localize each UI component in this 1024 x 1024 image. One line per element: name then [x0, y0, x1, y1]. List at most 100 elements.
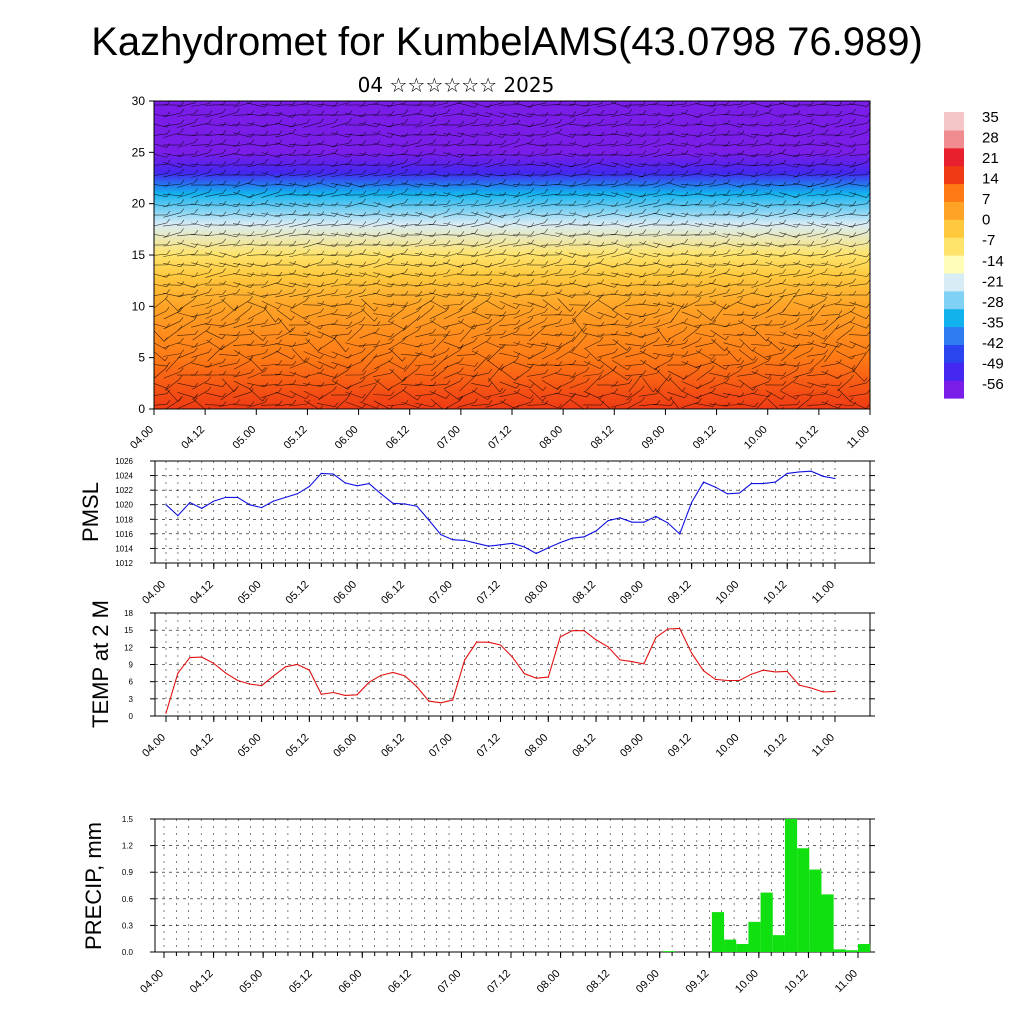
wind-barb — [555, 222, 573, 228]
x-tick-label: 08.00 — [522, 732, 550, 760]
wind-barb-flag — [656, 268, 660, 273]
wind-barb — [751, 243, 769, 247]
wind-barb — [247, 382, 265, 388]
wind-barb-flag — [474, 200, 479, 205]
series-point — [380, 674, 382, 676]
wind-barb-flag — [558, 150, 563, 155]
wind-barb — [667, 154, 685, 156]
wind-barb-flag — [572, 331, 577, 336]
wind-barb — [793, 333, 811, 337]
wind-barb-flag — [838, 161, 843, 167]
wind-barb-flag — [208, 318, 212, 323]
wind-barb-flag — [768, 319, 773, 325]
wind-barb-flag — [460, 344, 464, 349]
wind-barb — [372, 394, 392, 396]
wind-barb — [541, 401, 559, 409]
wind-barb — [852, 357, 864, 373]
wind-barb-flag — [810, 269, 815, 274]
wind-barb-flag — [234, 305, 239, 310]
wind-barb — [275, 343, 293, 347]
wind-barb — [723, 194, 741, 196]
x-tick-label: 06.00 — [331, 579, 359, 607]
precip-bar — [833, 949, 846, 952]
wind-barb — [572, 317, 584, 333]
wind-barb-flag — [236, 148, 241, 154]
series-point — [189, 657, 191, 659]
wind-barb-flag — [334, 183, 338, 188]
wind-barb-flag — [628, 398, 632, 403]
wind-barb — [291, 348, 305, 362]
wind-barb — [289, 113, 307, 117]
wind-barb-flag — [642, 299, 647, 305]
wind-barb-flag — [446, 330, 451, 335]
wind-barb — [528, 328, 544, 342]
wind-barb — [247, 323, 265, 327]
wind-barb — [779, 192, 797, 198]
wind-barb-flag — [628, 151, 633, 156]
wind-barb — [247, 292, 265, 298]
wind-barb — [443, 212, 461, 218]
wind-barb — [373, 142, 391, 148]
wind-barb — [415, 173, 433, 177]
wind-barb — [765, 352, 783, 358]
wind-barb-flag — [572, 200, 577, 206]
wind-barb-flag — [348, 212, 352, 218]
wind-barb-flag — [796, 317, 800, 322]
wind-barb — [205, 123, 223, 127]
wind-barb-flag — [250, 239, 255, 245]
wind-barb — [793, 112, 811, 118]
wind-barb-flag — [726, 171, 731, 177]
wind-barb-flag — [460, 101, 463, 103]
wind-barb — [401, 284, 419, 286]
wind-barb — [849, 153, 867, 157]
wind-barb-flag — [712, 278, 717, 284]
wind-barb — [318, 389, 334, 401]
wind-barb — [154, 153, 167, 158]
wind-barb-flag — [754, 269, 759, 274]
wind-barb-flag — [320, 288, 325, 294]
wind-barb — [835, 403, 853, 407]
wind-barb-flag — [782, 159, 787, 165]
wind-barb-flag — [376, 168, 380, 174]
x-tick-label: 10.12 — [783, 968, 811, 996]
wind-barb-flag — [291, 354, 296, 360]
wind-barb-flag — [796, 120, 801, 125]
wind-barb — [374, 379, 390, 391]
wind-barb-flag — [165, 306, 170, 312]
wind-barb-flag — [726, 288, 730, 294]
series-point — [523, 546, 525, 548]
wind-barb — [541, 350, 559, 360]
wind-barb — [639, 272, 657, 278]
wind-barb — [403, 357, 417, 373]
series-point — [667, 522, 669, 524]
wind-barb — [373, 373, 391, 377]
wind-barb-flag — [529, 365, 533, 370]
wind-barb-flag — [236, 359, 241, 364]
wind-barb — [154, 133, 167, 136]
y-tick-label: 1.2 — [122, 842, 134, 851]
wind-barb-flag — [208, 278, 212, 284]
wind-barb-flag — [418, 130, 423, 135]
wind-barb-flag — [208, 263, 212, 268]
wind-barb-flag — [362, 288, 366, 293]
wind-barb-flag — [684, 393, 688, 398]
wind-barb — [178, 299, 194, 311]
series-point — [547, 547, 549, 549]
wind-barb — [569, 272, 587, 278]
wind-barb-flag — [320, 219, 325, 224]
wind-barb-flag — [485, 354, 490, 359]
wind-barb — [219, 232, 237, 238]
wind-barb-flag — [292, 228, 297, 234]
wind-barb-flag — [598, 357, 602, 362]
wind-barb-flag — [726, 282, 730, 288]
wind-barb-flag — [390, 110, 395, 115]
wind-barb-flag — [235, 385, 239, 391]
wind-barb — [163, 262, 181, 268]
wind-barb — [723, 143, 741, 147]
temp-ylabel: TEMP at 2 M — [88, 600, 113, 728]
wind-barb-flag — [866, 331, 870, 336]
wind-barb — [612, 359, 628, 371]
series-point — [559, 636, 561, 638]
wind-barb — [611, 351, 629, 359]
wind-barb — [499, 352, 517, 358]
